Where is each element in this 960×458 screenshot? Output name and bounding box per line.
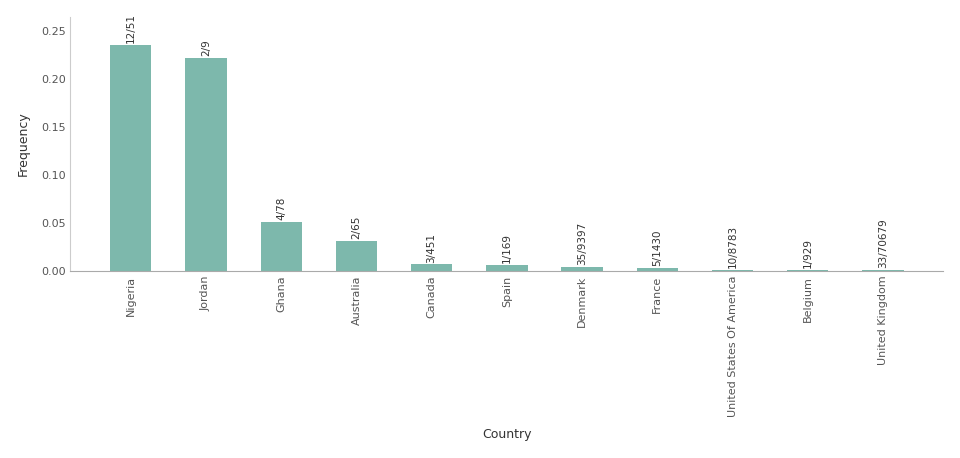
Bar bbox=[711, 270, 754, 271]
X-axis label: Country: Country bbox=[482, 428, 532, 442]
Bar bbox=[787, 270, 828, 271]
Bar bbox=[562, 267, 603, 271]
Bar bbox=[110, 45, 152, 271]
Bar bbox=[486, 265, 528, 271]
Text: 1/169: 1/169 bbox=[502, 233, 512, 263]
Text: 35/9397: 35/9397 bbox=[577, 222, 588, 265]
Text: 12/51: 12/51 bbox=[126, 13, 135, 43]
Text: 33/70679: 33/70679 bbox=[878, 219, 888, 268]
Bar bbox=[636, 267, 678, 271]
Bar bbox=[411, 264, 452, 271]
Text: 10/8783: 10/8783 bbox=[728, 225, 737, 268]
Y-axis label: Frequency: Frequency bbox=[16, 111, 30, 176]
Text: 3/451: 3/451 bbox=[426, 233, 437, 262]
Bar bbox=[260, 222, 301, 271]
Text: 1/929: 1/929 bbox=[803, 238, 813, 268]
Text: 4/78: 4/78 bbox=[276, 196, 286, 220]
Bar bbox=[336, 241, 377, 271]
Text: 5/1430: 5/1430 bbox=[652, 229, 662, 266]
Text: 2/65: 2/65 bbox=[351, 216, 361, 240]
Text: 2/9: 2/9 bbox=[201, 39, 211, 56]
Bar bbox=[185, 58, 227, 271]
